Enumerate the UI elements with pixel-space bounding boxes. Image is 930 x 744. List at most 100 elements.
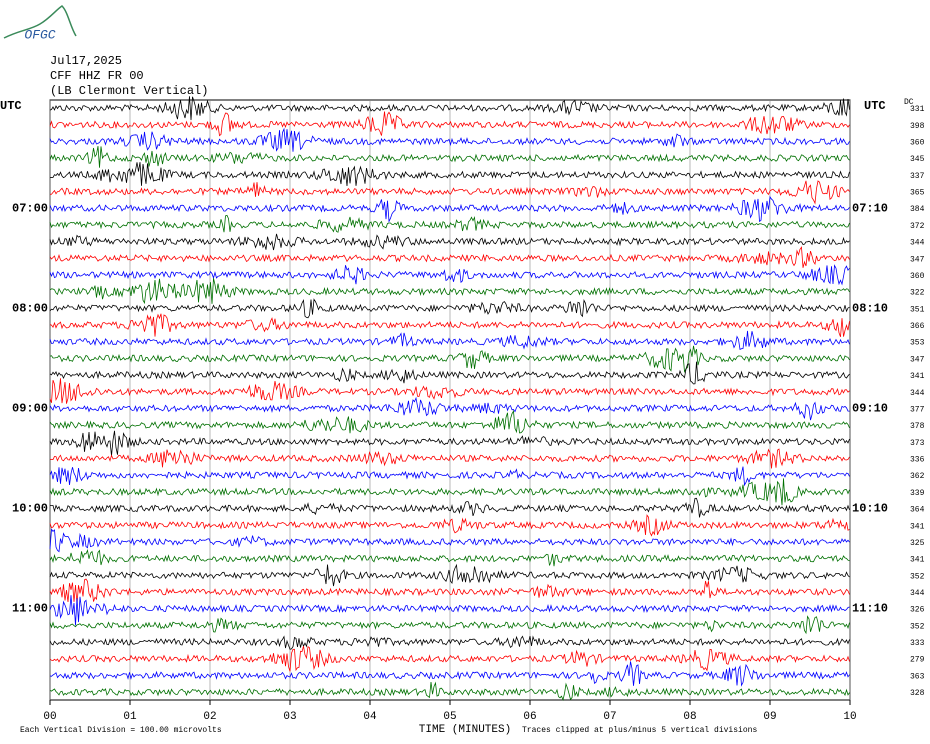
trace — [49, 298, 850, 319]
left-time-label: 08:00 — [12, 301, 48, 315]
date: Jul17,2025 — [50, 54, 122, 68]
station: CFF HHZ FR 00 — [50, 69, 144, 83]
trace — [49, 246, 850, 268]
trace — [49, 111, 850, 137]
location: (LB Clermont Vertical) — [50, 84, 208, 98]
dc-value: 366 — [910, 322, 925, 331]
trace — [49, 330, 850, 350]
x-tick-label: 04 — [363, 711, 377, 723]
x-tick-label: 08 — [683, 711, 696, 723]
x-tick-label: 06 — [523, 711, 536, 723]
dc-value: 362 — [910, 472, 925, 481]
trace — [49, 615, 850, 635]
dc-value: 364 — [910, 506, 925, 515]
dc-label: DC — [904, 98, 914, 107]
footnote-clip: Traces clipped at plus/minus 5 vertical … — [522, 726, 757, 735]
dc-value: 344 — [910, 239, 925, 248]
trace — [49, 466, 850, 487]
dc-value: 322 — [910, 289, 925, 298]
left-axis-label: UTC — [0, 99, 22, 113]
dc-value: 344 — [910, 589, 925, 598]
dc-value: 339 — [910, 489, 925, 498]
trace — [49, 448, 850, 469]
trace — [49, 278, 850, 305]
dc-value: 345 — [910, 155, 925, 164]
trace — [49, 497, 850, 518]
dc-value: 336 — [910, 456, 925, 465]
dc-value: 360 — [910, 272, 925, 281]
trace — [49, 549, 850, 567]
x-tick-label: 01 — [123, 711, 137, 723]
trace — [49, 361, 850, 385]
dc-value: 398 — [910, 122, 925, 131]
trace — [49, 162, 850, 187]
logo-mark — [3, 5, 77, 39]
trace — [49, 345, 850, 374]
dc-value: 360 — [910, 138, 925, 147]
trace — [49, 681, 850, 701]
trace — [49, 430, 850, 456]
dc-value: 351 — [910, 305, 925, 314]
right-time-label: 08:10 — [852, 301, 888, 315]
trace — [49, 595, 850, 626]
dc-value: 377 — [910, 405, 925, 414]
x-tick-label: 03 — [283, 711, 296, 723]
x-tick-label: 10 — [843, 711, 856, 723]
trace — [49, 528, 850, 553]
trace — [49, 214, 850, 233]
dc-value: 344 — [910, 389, 925, 398]
trace — [49, 127, 850, 152]
dc-value: 378 — [910, 422, 925, 431]
dc-value: 325 — [910, 539, 925, 548]
dc-value: 328 — [910, 689, 925, 698]
logo: OFGC — [24, 27, 55, 42]
trace — [49, 180, 850, 205]
trace — [49, 378, 850, 404]
right-time-label: 07:10 — [852, 201, 888, 215]
dc-value: 347 — [910, 255, 925, 264]
x-tick-label: 02 — [203, 711, 216, 723]
dc-value: 326 — [910, 606, 925, 615]
trace — [49, 563, 850, 587]
trace — [49, 264, 850, 286]
trace — [49, 578, 850, 605]
left-time-label: 11:00 — [12, 602, 48, 616]
right-time-label: 10:10 — [852, 502, 888, 516]
trace — [49, 96, 850, 121]
dc-value: 384 — [910, 205, 925, 214]
dc-value: 352 — [910, 572, 925, 581]
x-tick-label: 05 — [443, 711, 456, 723]
trace — [49, 478, 850, 506]
right-time-label: 11:10 — [852, 602, 888, 616]
dc-value: 373 — [910, 439, 925, 448]
x-tick-label: 00 — [43, 711, 56, 723]
left-time-label: 07:00 — [12, 201, 48, 215]
trace — [49, 195, 850, 223]
trace — [49, 635, 850, 650]
dc-value: 337 — [910, 172, 925, 181]
dc-value: 279 — [910, 656, 925, 665]
trace — [49, 646, 850, 672]
dc-value: 331 — [910, 105, 925, 114]
footnote-scale: Each Vertical Division = 100.00 microvol… — [20, 726, 222, 735]
trace — [49, 313, 850, 337]
dc-value: 341 — [910, 522, 925, 531]
trace — [49, 233, 850, 251]
trace — [49, 661, 850, 687]
right-axis-label: UTC — [864, 99, 886, 113]
dc-value: 341 — [910, 372, 925, 381]
trace — [49, 409, 850, 434]
dc-value: 352 — [910, 622, 925, 631]
trace — [49, 514, 850, 537]
dc-value: 365 — [910, 189, 925, 198]
trace — [49, 396, 850, 421]
dc-value: 353 — [910, 339, 925, 348]
x-tick-label: 09 — [763, 711, 776, 723]
x-axis-label: TIME (MINUTES) — [419, 724, 511, 736]
trace — [49, 146, 850, 168]
dc-value: 333 — [910, 639, 925, 648]
dc-value: 347 — [910, 355, 925, 364]
x-tick-label: 07 — [603, 711, 616, 723]
right-time-label: 09:10 — [852, 402, 888, 416]
